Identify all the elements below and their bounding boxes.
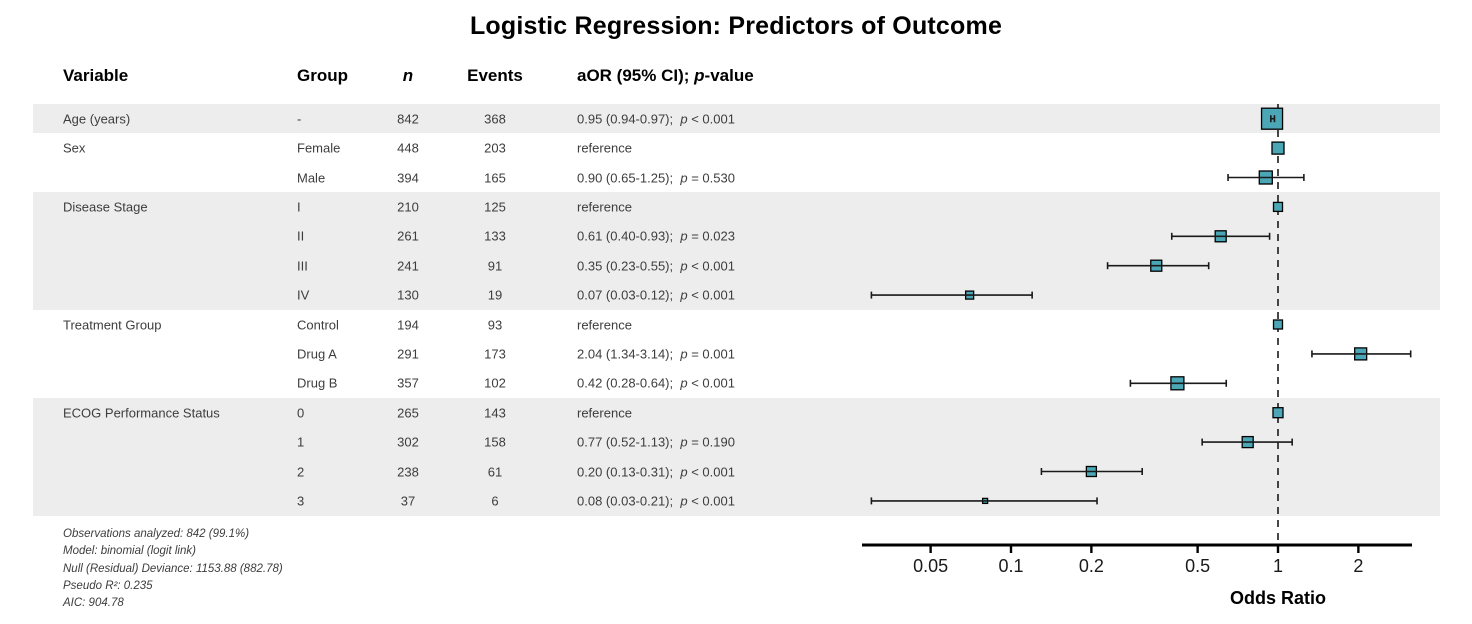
cell-group: 1 bbox=[297, 434, 305, 450]
cell-group: Drug B bbox=[297, 375, 338, 391]
cell-variable: Sex bbox=[63, 140, 86, 156]
cell-events: 93 bbox=[487, 317, 503, 332]
cell-group: 3 bbox=[297, 493, 305, 509]
cell-group: Drug A bbox=[297, 346, 337, 362]
cell-group: 2 bbox=[297, 464, 305, 479]
cell-events: 61 bbox=[487, 464, 503, 479]
cell-aor-ci-p: 0.90 (0.65-1.25); p = 0.530 bbox=[577, 170, 735, 185]
cell-n: 265 bbox=[397, 405, 419, 421]
cell-events: 125 bbox=[484, 199, 506, 215]
cell-events: 143 bbox=[484, 405, 506, 421]
cell-events: 133 bbox=[484, 228, 506, 244]
cell-aor-ci-p: reference bbox=[577, 405, 632, 421]
column-header-events: Events bbox=[467, 66, 523, 85]
row-shading-band bbox=[33, 398, 1440, 428]
cell-aor-ci-p: reference bbox=[577, 140, 632, 156]
cell-events: 165 bbox=[484, 170, 506, 185]
row-shading-band bbox=[33, 251, 1440, 281]
column-header-aor: aOR (95% CI); p-value bbox=[577, 66, 754, 85]
cell-aor-ci-p: 0.42 (0.28-0.64); p < 0.001 bbox=[577, 375, 735, 391]
cell-events: 173 bbox=[484, 346, 506, 362]
cell-n: 210 bbox=[397, 199, 419, 215]
cell-events: 19 bbox=[487, 287, 503, 303]
column-header-n: n bbox=[402, 66, 414, 85]
cell-group: IV bbox=[297, 287, 310, 303]
footnote-line: Observations analyzed: 842 (99.1%) bbox=[63, 528, 250, 540]
cell-variable: Treatment Group bbox=[63, 317, 162, 332]
cell-events: 102 bbox=[484, 375, 506, 391]
cell-events: 91 bbox=[487, 258, 503, 274]
footnote-line: Model: binomial (logit link) bbox=[63, 545, 196, 558]
cell-group: Female bbox=[297, 140, 341, 156]
cell-aor-ci-p: 0.77 (0.52-1.13); p = 0.190 bbox=[577, 434, 735, 450]
footnote-line: Pseudo R²: 0.235 bbox=[63, 579, 153, 592]
cell-aor-ci-p: 0.07 (0.03-0.12); p < 0.001 bbox=[577, 287, 735, 303]
cell-n: 238 bbox=[397, 464, 419, 479]
cell-group: Male bbox=[297, 170, 326, 185]
cell-events: 6 bbox=[491, 493, 499, 509]
cell-aor-ci-p: 0.08 (0.03-0.21); p < 0.001 bbox=[577, 493, 735, 509]
cell-n: 291 bbox=[397, 346, 419, 362]
cell-n: 130 bbox=[397, 287, 419, 303]
cell-group: 0 bbox=[297, 405, 305, 421]
cell-group: - bbox=[297, 111, 302, 127]
cell-n: 357 bbox=[397, 375, 419, 391]
cell-events: 158 bbox=[484, 434, 506, 450]
cell-variable: ECOG Performance Status bbox=[63, 405, 220, 421]
cell-aor-ci-p: 0.61 (0.40-0.93); p = 0.023 bbox=[577, 228, 735, 244]
cell-aor-ci-p: reference bbox=[577, 317, 632, 332]
footnote-line: AIC: 904.78 bbox=[63, 597, 124, 610]
cell-group: I bbox=[297, 199, 301, 215]
row-shading-band bbox=[33, 427, 1440, 457]
cell-n: 194 bbox=[397, 317, 419, 332]
cell-n: 261 bbox=[397, 228, 419, 244]
cell-aor-ci-p: 0.35 (0.23-0.55); p < 0.001 bbox=[577, 258, 735, 274]
column-header-group: Group bbox=[297, 66, 348, 85]
row-shading-band bbox=[33, 221, 1440, 251]
cell-events: 368 bbox=[484, 111, 506, 127]
row-shading-band bbox=[33, 486, 1440, 516]
cell-variable: Age (years) bbox=[63, 111, 131, 127]
cell-n: 241 bbox=[397, 258, 419, 274]
cell-aor-ci-p: 2.04 (1.34-3.14); p = 0.001 bbox=[577, 346, 735, 362]
cell-group: III bbox=[297, 258, 308, 274]
footnote-line: Null (Residual) Deviance: 1153.88 (882.7… bbox=[63, 562, 283, 575]
cell-aor-ci-p: 0.95 (0.94-0.97); p < 0.001 bbox=[577, 111, 735, 127]
cell-n: 394 bbox=[397, 170, 419, 185]
model-footnotes: Observations analyzed: 842 (99.1%) Model:… bbox=[63, 526, 283, 612]
cell-variable: Disease Stage bbox=[63, 199, 148, 215]
cell-events: 203 bbox=[484, 140, 506, 156]
cell-n: 302 bbox=[397, 434, 419, 450]
cell-n: 448 bbox=[397, 140, 419, 156]
chart-title: Logistic Regression: Predictors of Outco… bbox=[469, 12, 1003, 40]
column-header-variable: Variable bbox=[63, 66, 129, 85]
cell-aor-ci-p: 0.20 (0.13-0.31); p < 0.001 bbox=[577, 464, 735, 479]
row-shading-band bbox=[33, 456, 1440, 487]
cell-aor-ci-p: reference bbox=[577, 199, 632, 215]
row-shading-band bbox=[33, 104, 1440, 134]
cell-n: 842 bbox=[397, 111, 419, 127]
row-shading-band bbox=[33, 280, 1440, 310]
cell-group: Control bbox=[297, 317, 339, 332]
row-shading-band bbox=[33, 192, 1440, 222]
cell-group: II bbox=[297, 228, 305, 244]
cell-n: 37 bbox=[400, 493, 416, 509]
